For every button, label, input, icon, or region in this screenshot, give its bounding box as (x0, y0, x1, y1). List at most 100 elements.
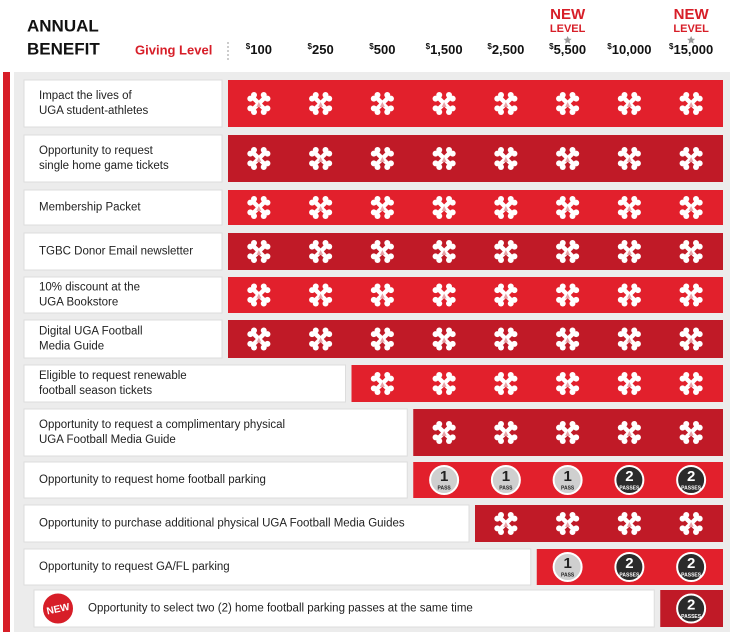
new-level-badge: NEW (674, 6, 710, 23)
benefit-label: Opportunity to request (39, 145, 154, 157)
benefit-label: Opportunity to request GA/FL parking (39, 561, 230, 573)
new-badge-text: NEW (46, 602, 72, 618)
pass-unit: PASS (499, 485, 513, 491)
benefit-label: TGBC Donor Email newsletter (39, 246, 193, 258)
label-cell (23, 364, 346, 403)
star (687, 36, 696, 44)
row-band (475, 505, 723, 542)
benefit-label: Membership Packet (39, 202, 141, 214)
label-cell (23, 408, 408, 457)
column-label: $15,000 (669, 42, 713, 57)
column-label: $500 (369, 42, 395, 57)
pass-badge (552, 465, 583, 495)
row-band (228, 190, 723, 225)
side-stripe (3, 72, 10, 632)
pass-count: 2 (625, 468, 633, 485)
benefit-label: Impact the lives of (39, 90, 132, 102)
benefit-label: 10% discount at the (39, 282, 140, 294)
benefit-label: Opportunity to purchase additional physi… (39, 518, 405, 530)
row-band (228, 233, 723, 270)
column-label: $100 (246, 42, 272, 57)
new-level-badge: LEVEL (550, 23, 586, 35)
new-level-badge: NEW (550, 6, 586, 23)
pass-unit: PASSES (619, 572, 640, 578)
new-badge (41, 591, 75, 626)
row-band (228, 80, 723, 127)
row-band (228, 277, 723, 313)
pass-badge (552, 552, 583, 582)
benefit-label: Opportunity to request a complimentary p… (39, 419, 285, 431)
column-label: $2,500 (487, 42, 524, 57)
label-cell (23, 79, 223, 128)
pass-badge (429, 465, 460, 495)
row-band (351, 365, 723, 402)
amount: 5,500 (554, 42, 587, 57)
new-level-badge: LEVEL (673, 23, 709, 35)
pass-count: 2 (687, 555, 695, 572)
label-cell (23, 548, 532, 586)
label-cell (23, 504, 470, 543)
row-band (228, 320, 723, 358)
label-cell (23, 319, 223, 359)
pass-badge (490, 465, 521, 495)
pass-unit: PASSES (681, 572, 702, 578)
benefit-label: UGA student-athletes (39, 105, 149, 117)
label-cell (23, 461, 408, 499)
currency: $ (369, 42, 374, 51)
pass-unit: PASS (561, 572, 575, 578)
pass-unit: PASSES (619, 485, 640, 491)
pass-count: 2 (687, 596, 695, 613)
title-line: ANNUAL (27, 16, 99, 35)
currency: $ (308, 42, 313, 51)
pass-badge (676, 465, 707, 495)
amount: 15,000 (673, 42, 713, 57)
row-band (228, 135, 723, 182)
benefit-label: Eligible to request renewable (39, 370, 187, 382)
pass-badge (676, 593, 707, 624)
benefit-label: UGA Football Media Guide (39, 434, 176, 446)
amount: 2,500 (492, 42, 525, 57)
currency: $ (426, 42, 431, 51)
benefit-label: Opportunity to request home football par… (39, 474, 266, 486)
pass-unit: PASS (438, 485, 452, 491)
benefit-label: football season tickets (39, 385, 152, 397)
label-cell (23, 134, 223, 183)
label-cell (33, 589, 655, 628)
pass-count: 1 (563, 555, 571, 572)
pass-unit: PASSES (681, 614, 702, 620)
pass-badge (614, 552, 645, 582)
column-label: $10,000 (607, 42, 651, 57)
giving-level-label: Giving Level (135, 42, 212, 57)
benefit-label: Opportunity to select two (2) home footb… (88, 603, 473, 615)
pass-unit: PASSES (681, 485, 702, 491)
pass-count: 1 (502, 468, 510, 485)
currency: $ (607, 42, 612, 51)
pass-unit: PASS (561, 485, 575, 491)
benefit-label: UGA Bookstore (39, 297, 118, 309)
column-label: $1,500 (426, 42, 463, 57)
amount: 10,000 (612, 42, 652, 57)
pass-count: 1 (440, 468, 448, 485)
currency: $ (487, 42, 492, 51)
benefit-label: Media Guide (39, 341, 104, 353)
column-label: $5,500 (549, 42, 586, 57)
label-cell (23, 276, 223, 314)
pass-badge (676, 552, 707, 582)
currency: $ (246, 42, 251, 51)
pass-badge (614, 465, 645, 495)
amount: 250 (312, 42, 334, 57)
label-cell (23, 232, 223, 271)
benefit-label: Digital UGA Football (39, 326, 143, 338)
currency: $ (669, 42, 674, 51)
pass-count: 1 (563, 468, 571, 485)
title-line: BENEFIT (27, 39, 100, 58)
currency: $ (549, 42, 554, 51)
benefit-label: single home game tickets (39, 160, 169, 172)
column-label: $250 (308, 42, 334, 57)
pass-count: 2 (625, 555, 633, 572)
amount: 500 (374, 42, 396, 57)
label-cell (23, 189, 223, 226)
amount: 1,500 (430, 42, 463, 57)
amount: 100 (250, 42, 272, 57)
